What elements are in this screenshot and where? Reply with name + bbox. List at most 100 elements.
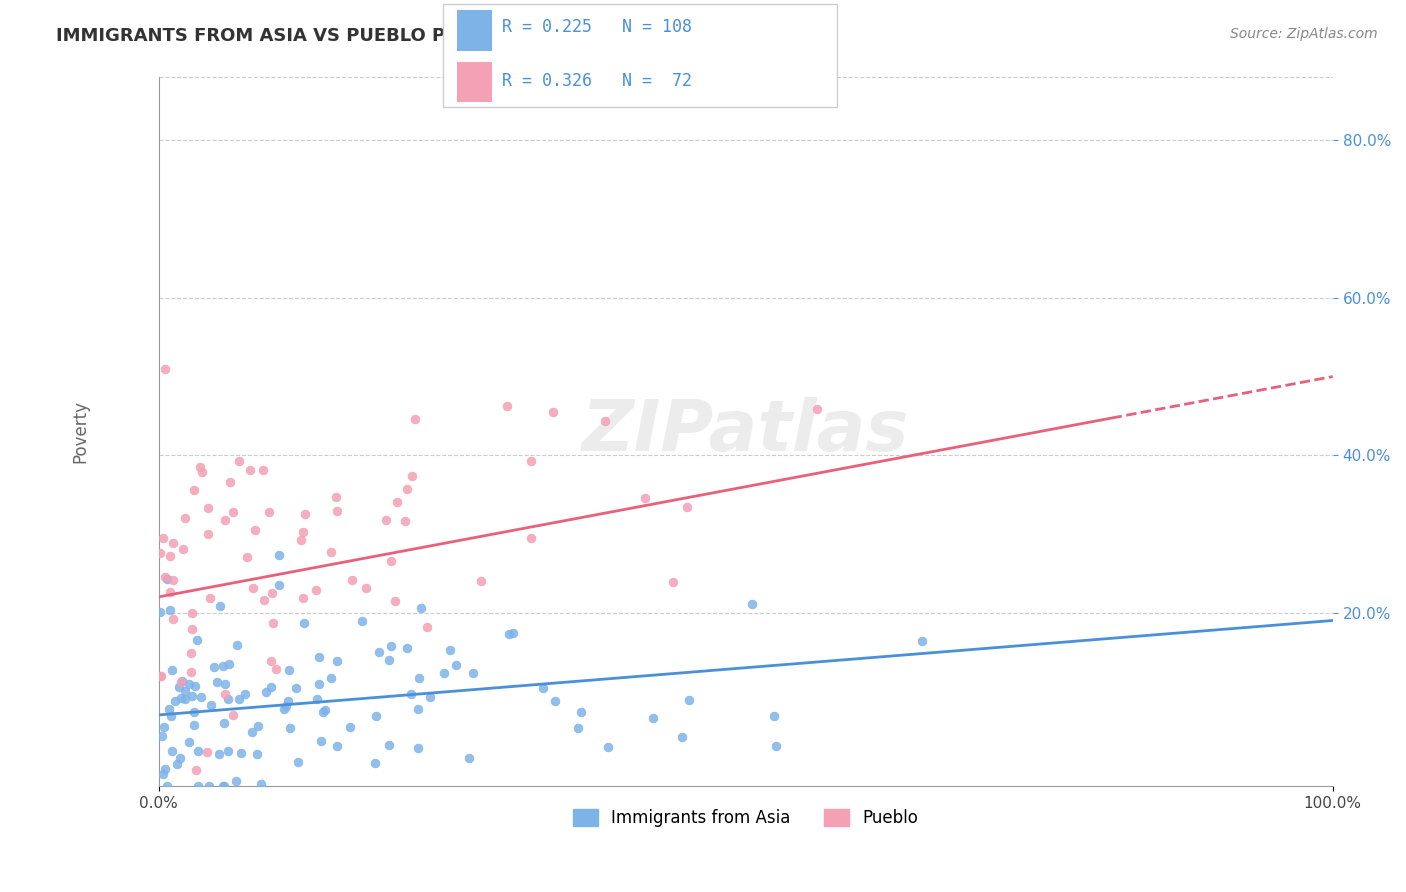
Point [387,495,409,509]
Point [222,505,245,519]
Point [152,532,174,546]
Point [159,549,181,563]
Point [571,705,593,719]
Point [180,646,202,660]
Point [671,730,693,744]
Point [326,654,349,668]
Point [267,577,290,591]
Text: IMMIGRANTS FROM ASIA VS PUEBLO POVERTY CORRELATION CHART: IMMIGRANTS FROM ASIA VS PUEBLO POVERTY C… [56,27,747,45]
Point [290,533,312,547]
Point [152,766,174,780]
Point [319,672,342,686]
Point [350,615,373,629]
Point [411,601,433,615]
Text: R = 0.326   N =  72: R = 0.326 N = 72 [502,72,692,90]
Point [214,687,236,701]
Point [408,740,430,755]
Point [155,362,177,376]
Point [384,593,406,607]
Point [326,739,349,753]
Point [911,633,934,648]
Point [149,669,172,683]
Point [762,709,785,723]
Point [367,645,389,659]
Point [188,460,211,475]
Point [169,751,191,765]
Point [305,582,328,597]
Point [274,699,297,714]
Point [634,491,657,506]
Point [211,659,233,673]
Legend: Immigrants from Asia, Pueblo: Immigrants from Asia, Pueblo [567,803,925,834]
Point [446,657,468,672]
Point [294,507,316,521]
Point [205,674,228,689]
Point [242,582,264,596]
Point [162,535,184,549]
Point [252,463,274,477]
Point [380,554,402,568]
Point [277,694,299,708]
Point [247,719,270,733]
Text: Source: ZipAtlas.com: Source: ZipAtlas.com [1230,27,1378,41]
Point [291,591,314,606]
Point [641,711,664,725]
Point [183,718,205,732]
Point [235,687,257,701]
Y-axis label: Poverty: Poverty [72,401,89,463]
Point [187,779,209,793]
Point [278,663,301,677]
Point [149,605,172,619]
Point [401,468,423,483]
Point [214,513,236,527]
Point [167,680,190,694]
Point [159,602,181,616]
Point [181,606,204,620]
Point [254,685,277,699]
Point [287,756,309,770]
Point [174,692,197,706]
Point [419,690,441,705]
Point [149,668,172,682]
Point [218,475,240,490]
Point [197,527,219,541]
Point [183,679,205,693]
Point [214,779,236,793]
Point [463,666,485,681]
Point [183,705,205,719]
Point [374,513,396,527]
Point [191,465,214,479]
Point [204,660,226,674]
Point [470,574,492,588]
Point [312,706,335,720]
Point [364,756,387,771]
Point [169,675,191,690]
Point [186,763,208,777]
Point [292,616,315,631]
Point [433,665,456,680]
Point [395,483,418,497]
Point [285,681,308,695]
Point [531,681,554,696]
Point [326,504,349,518]
Point [264,662,287,676]
Point [260,586,283,600]
Point [661,575,683,590]
Point [186,632,208,647]
Point [567,721,589,735]
Point [214,716,236,731]
Point [404,412,426,426]
Point [172,541,194,556]
Point [541,405,564,419]
Point [225,774,247,789]
Point [364,708,387,723]
Point [380,639,402,653]
Point [676,500,699,514]
Point [218,657,240,671]
Point [157,702,180,716]
Point [340,574,363,588]
Point [260,654,283,668]
Point [214,676,236,690]
Point [378,739,401,753]
Point [208,747,231,762]
